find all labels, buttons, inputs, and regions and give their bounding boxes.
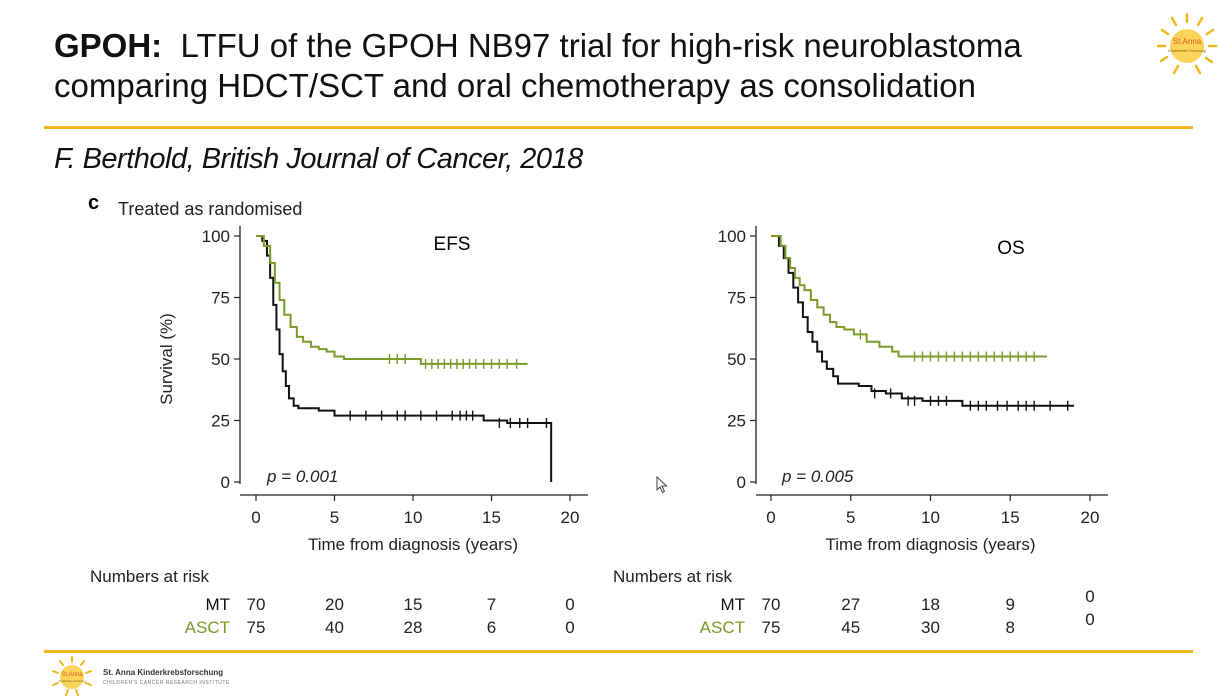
x-tick-label: 20	[561, 508, 580, 527]
y-tick-label: 100	[202, 227, 230, 246]
svg-text:St.Anna: St.Anna	[1173, 37, 1202, 46]
risk-value: 9	[1006, 595, 1015, 614]
x-tick-label: 10	[404, 508, 423, 527]
title-text: LTFU of the GPOH NB97 trial for high-ris…	[54, 27, 1022, 104]
y-tick-label: 0	[737, 473, 746, 492]
svg-text:St.Anna: St.Anna	[61, 672, 83, 678]
risk-value: 0	[565, 618, 574, 637]
y-tick-label: 25	[727, 412, 746, 431]
x-tick-label: 20	[1081, 508, 1100, 527]
title-divider	[44, 126, 1193, 129]
risk-row-label: ASCT	[700, 618, 745, 637]
citation: F. Berthold, British Journal of Cancer, …	[54, 143, 583, 175]
risk-value: 6	[487, 618, 496, 637]
risk-table-label: Numbers at risk	[90, 567, 210, 586]
y-tick-label: 75	[727, 289, 746, 308]
x-tick-label: 0	[766, 508, 775, 527]
chart-os: 0 25 50 75 100 0 5 10 15 20 Time from diagnosis (y…	[613, 226, 1108, 637]
risk-value: 0	[1085, 587, 1094, 606]
risk-value: 15	[404, 595, 423, 614]
y-tick-label: 25	[211, 412, 230, 431]
panel-label: Treated as randomised	[118, 199, 303, 219]
risk-value: 0	[565, 595, 574, 614]
series-line-asct	[771, 235, 1047, 358]
risk-value: 18	[921, 595, 940, 614]
footer-org-subtitle: CHILDREN'S CANCER RESEARCH INSTITUTE	[103, 680, 230, 686]
y-tick-label: 75	[211, 289, 230, 308]
risk-table-label: Numbers at risk	[613, 567, 733, 586]
series-line-mt	[771, 235, 1075, 407]
risk-value: 30	[921, 618, 940, 637]
footer-org-name: St. Anna Kinderkrebsforschung	[103, 668, 224, 677]
footer-logo-icon: St.Anna Kinderkrebs Forschung	[52, 656, 92, 696]
title-bold: GPOH:	[54, 27, 163, 64]
x-tick-label: 15	[482, 508, 501, 527]
x-tick-label: 5	[330, 508, 339, 527]
risk-value: 20	[325, 595, 344, 614]
risk-value: 27	[841, 595, 860, 614]
risk-row-label: MT	[205, 595, 230, 614]
risk-value: 75	[247, 618, 266, 637]
chart-efs: 0 25 50 75 100 0 5 10 15 20 Time from diagnosis (y…	[90, 226, 588, 637]
risk-row-label: ASCT	[185, 618, 230, 637]
panel-letter: c	[88, 192, 100, 214]
y-axis-label: Survival (%)	[157, 313, 176, 405]
p-value-annotation: p = 0.001	[266, 467, 338, 486]
y-tick-label: 100	[718, 227, 746, 246]
risk-value: 8	[1006, 618, 1015, 637]
series-line-mt	[256, 235, 553, 482]
x-tick-label: 0	[251, 508, 260, 527]
slide-title: GPOH: LTFU of the GPOH NB97 trial for hi…	[54, 26, 1134, 106]
p-value-annotation: p = 0.005	[781, 467, 854, 486]
y-tick-label: 0	[221, 473, 230, 492]
y-tick-label: 50	[211, 350, 230, 369]
risk-value: 0	[1085, 610, 1094, 629]
x-tick-label: 10	[921, 508, 940, 527]
x-axis-label: Time from diagnosis (years)	[308, 535, 518, 554]
svg-text:Kinderkrebs Forschung: Kinderkrebs Forschung	[1168, 49, 1205, 53]
risk-value: 45	[841, 618, 860, 637]
risk-value: 7	[487, 595, 496, 614]
risk-value: 28	[404, 618, 423, 637]
risk-row-label: MT	[720, 595, 745, 614]
x-tick-label: 5	[846, 508, 855, 527]
y-tick-label: 50	[727, 350, 746, 369]
svg-text:Kinderkrebs Forschung: Kinderkrebs Forschung	[59, 679, 86, 683]
risk-value: 40	[325, 618, 344, 637]
st-anna-logo-icon: St.Anna Kinderkrebs Forschung	[1156, 12, 1218, 75]
risk-value: 70	[247, 595, 266, 614]
chart-title: EFS	[434, 234, 471, 255]
x-axis-label: Time from diagnosis (years)	[825, 535, 1035, 554]
footer-divider	[44, 650, 1193, 653]
series-line-asct	[256, 235, 528, 365]
risk-value: 70	[762, 595, 781, 614]
chart-title: OS	[997, 238, 1024, 259]
risk-value: 75	[762, 618, 781, 637]
mouse-cursor-icon	[656, 476, 668, 494]
x-tick-label: 15	[1001, 508, 1020, 527]
